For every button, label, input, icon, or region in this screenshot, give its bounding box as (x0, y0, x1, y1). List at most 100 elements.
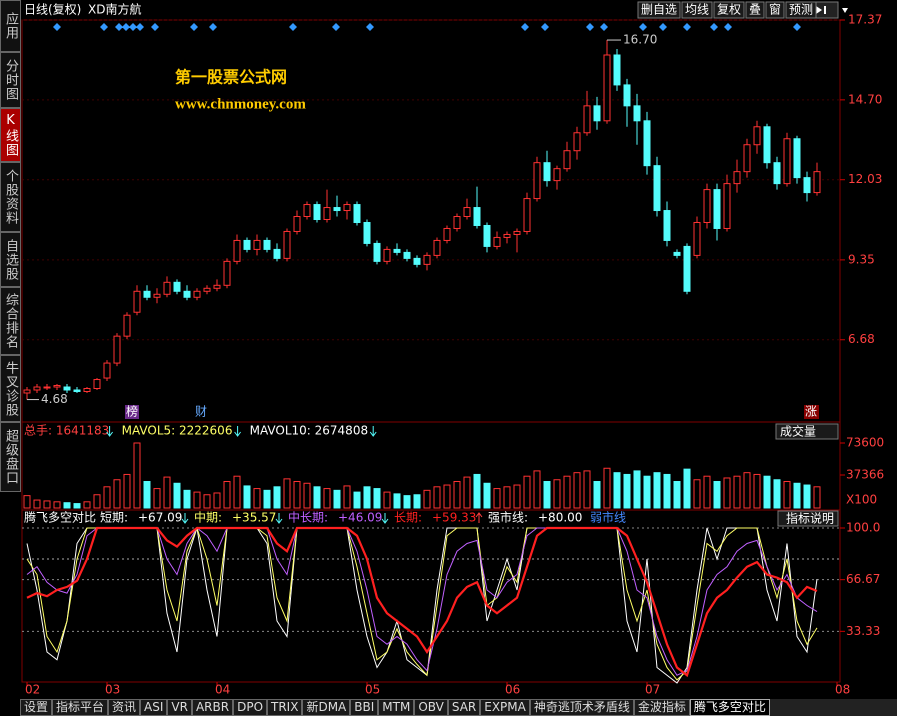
candle-body (733, 171, 741, 185)
candle-body (493, 236, 501, 247)
volume-bar (523, 475, 531, 509)
bottom-tab[interactable]: TRIX (267, 699, 303, 716)
volume-bar (633, 470, 641, 509)
volume-bar (473, 473, 481, 509)
stock-name: XD南方航 (88, 2, 141, 17)
volume-bar (213, 492, 221, 509)
volume-bar (53, 501, 61, 509)
candle-body (343, 204, 351, 212)
x-tick-label: 05 (365, 683, 380, 697)
down-arrow (369, 426, 377, 437)
marker-box (125, 405, 139, 419)
toolbar-button[interactable] (681, 1, 713, 19)
volume-bar (343, 485, 351, 509)
candle-body (753, 126, 761, 146)
candle-body (423, 254, 431, 265)
bottom-tab[interactable]: 资讯 (108, 699, 141, 716)
volume-bar (373, 488, 381, 509)
candle-body (563, 150, 571, 170)
bottom-tab[interactable]: DPO (233, 699, 268, 716)
volume-bar (93, 494, 101, 509)
sidebar-tab[interactable]: 超级盘口 (0, 422, 21, 492)
legend-name: 中长期: (288, 510, 328, 525)
candle-body (223, 260, 231, 286)
candle-body (23, 389, 31, 394)
bottom-tab[interactable]: OBV (414, 699, 448, 716)
volume-bar (683, 468, 691, 509)
volume-bar (433, 486, 441, 509)
sidebar-tab[interactable]: 自选股 (0, 232, 21, 287)
toolbar-button[interactable] (765, 1, 785, 19)
strong-name: 强市线: (488, 510, 528, 525)
toolbar-button[interactable] (637, 1, 681, 19)
volume-bar (193, 491, 201, 509)
bottom-tab[interactable]: BBI (350, 699, 379, 716)
diamond (53, 23, 801, 31)
sidebar-tab[interactable]: 分时图 (0, 52, 21, 108)
x-tick-label: 04 (215, 683, 230, 697)
toolbar-button[interactable] (713, 1, 745, 19)
sidebar-tab[interactable]: 牛叉诊股 (0, 355, 21, 422)
volume-bar (283, 478, 291, 509)
bottom-tab[interactable]: VR (167, 699, 192, 716)
candle-body (583, 105, 591, 134)
volume-bar (203, 494, 211, 509)
volume-bar (23, 495, 31, 509)
volume-bar (423, 489, 431, 509)
volume-bar (593, 481, 601, 509)
toolbar-button[interactable] (745, 1, 765, 19)
volume-bar (353, 491, 361, 509)
volume-bar (763, 475, 771, 509)
indicator-line (26, 527, 818, 684)
corner-box (804, 405, 819, 419)
menu-arrow[interactable] (842, 8, 848, 13)
bottom-tab[interactable]: ARBR (191, 699, 234, 716)
candle-body (253, 239, 261, 250)
sidebar-tab[interactable]: 综合排名 (0, 287, 21, 355)
sidebar-tab[interactable]: 个股资料 (0, 162, 21, 232)
sidebar-tab[interactable]: 应用 (0, 0, 21, 52)
x-tick-label: 07 (645, 683, 660, 697)
volume-bar (293, 481, 301, 509)
y-tick-label: 66.67 (846, 572, 880, 586)
bottom-tab[interactable]: 设置 (20, 699, 53, 716)
volume-bar (563, 475, 571, 509)
y-tick-label: 37366 (846, 468, 884, 482)
volume-bar (513, 484, 521, 509)
bottom-tab[interactable]: SAR (447, 699, 481, 716)
toolbar-button[interactable] (785, 1, 817, 19)
toolbar-label: 叠 (749, 3, 761, 17)
candle-body (263, 239, 271, 250)
volume-bar (643, 475, 651, 509)
indicator-button[interactable] (777, 510, 839, 527)
candle-body (43, 386, 51, 389)
watermark-title: 第一股票公式网 (175, 68, 287, 87)
bottom-tab[interactable]: ASI (140, 699, 168, 716)
candle-body (443, 227, 451, 241)
volume-button[interactable] (775, 423, 839, 440)
corner-label: 涨 (805, 404, 817, 419)
volume-bar (583, 470, 591, 509)
volume-bar (713, 481, 721, 509)
signal-diamonds (53, 23, 801, 31)
candle-body (623, 84, 631, 107)
y-tick-label: 6.68 (848, 332, 875, 346)
bottom-tab[interactable]: 神奇逃顶术矛盾线 (529, 699, 634, 716)
candle-body (463, 207, 471, 218)
candle-body (813, 171, 821, 194)
bottom-tab[interactable]: 腾飞多空对比 (689, 699, 770, 716)
volume-unit: X100 (846, 493, 877, 507)
bottom-tab[interactable]: 金波指标 (633, 699, 690, 716)
volume-header: 总手: 1641183 (24, 424, 109, 438)
volume-bar (553, 479, 561, 509)
legend-name: 中期: (194, 510, 222, 525)
sidebar-tab[interactable]: K线图 (0, 108, 21, 162)
toolbar-label: 删自选 (641, 3, 677, 17)
weak-name: 弱市线 (590, 510, 626, 525)
bottom-tab[interactable]: 新DMA (302, 699, 351, 716)
bottom-tab[interactable]: 指标平台 (52, 699, 109, 716)
bottom-tab[interactable]: MTM (378, 699, 415, 716)
volume-bar (313, 486, 321, 509)
bottom-tab[interactable]: EXPMA (480, 699, 530, 716)
volume-bar (63, 502, 71, 509)
